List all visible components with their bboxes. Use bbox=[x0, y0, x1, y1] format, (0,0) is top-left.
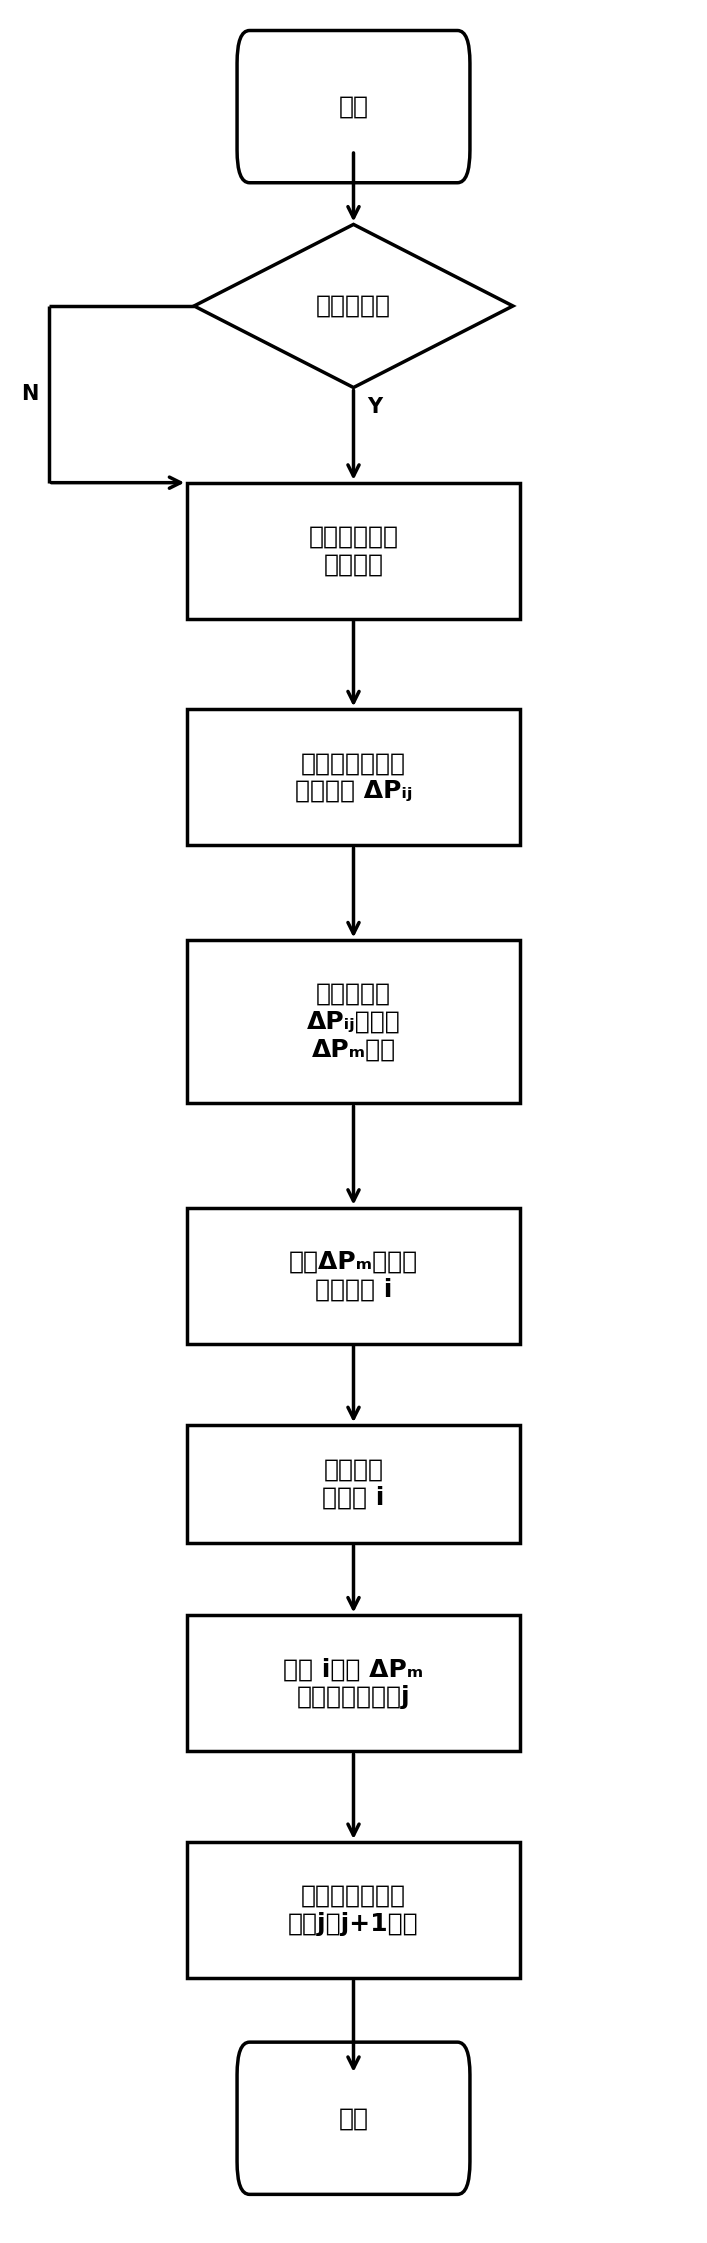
Polygon shape bbox=[194, 224, 513, 388]
Text: 故障线路
序号为 i: 故障线路 序号为 i bbox=[322, 1458, 385, 1510]
Text: 发生故障？: 发生故障？ bbox=[316, 294, 391, 319]
Text: N: N bbox=[21, 384, 38, 404]
Bar bbox=[187, 1842, 520, 1978]
Bar bbox=[187, 1207, 520, 1344]
Text: 计算相邻测量点
一阶差分 ΔPᵢⱼ: 计算相邻测量点 一阶差分 ΔPᵢⱼ bbox=[295, 751, 412, 803]
Text: 短路故障点在测
量点j和j+1之间: 短路故障点在测 量点j和j+1之间 bbox=[288, 1884, 419, 1936]
Text: 各测量点测量
有功功率: 各测量点测量 有功功率 bbox=[308, 525, 399, 576]
Text: 线路 i取得 ΔPₘ
的差分值序号为j: 线路 i取得 ΔPₘ 的差分值序号为j bbox=[284, 1658, 423, 1709]
FancyBboxPatch shape bbox=[237, 31, 470, 182]
Bar bbox=[187, 940, 520, 1104]
Text: 结束: 结束 bbox=[339, 2106, 368, 2131]
Bar bbox=[187, 1424, 520, 1543]
Text: 开始: 开始 bbox=[339, 94, 368, 119]
Bar bbox=[187, 709, 520, 846]
FancyBboxPatch shape bbox=[237, 2041, 470, 2194]
Bar bbox=[187, 482, 520, 619]
Text: 记下ΔPₘ对应的
线路序号 i: 记下ΔPₘ对应的 线路序号 i bbox=[289, 1249, 418, 1301]
Bar bbox=[187, 1615, 520, 1752]
Text: Y: Y bbox=[368, 397, 382, 417]
Text: 取每条线路
ΔPᵢⱼ最大值
ΔPₘ比较: 取每条线路 ΔPᵢⱼ最大值 ΔPₘ比较 bbox=[307, 982, 400, 1061]
